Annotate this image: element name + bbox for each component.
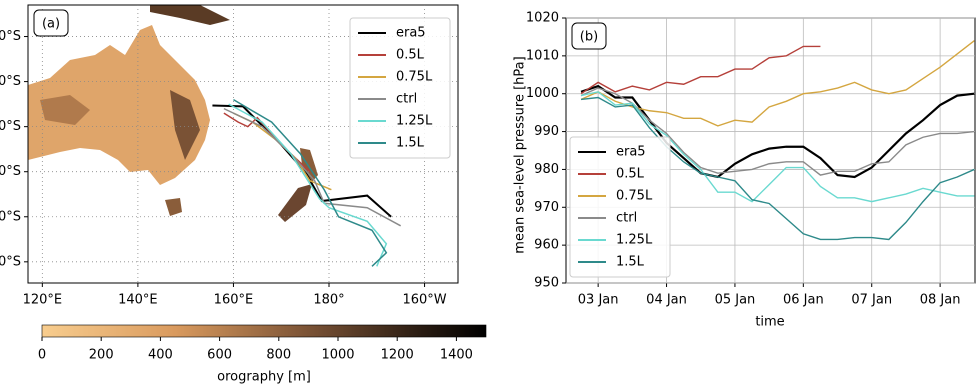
colorbar-tick-label: 200 bbox=[89, 348, 114, 363]
legend-label: 0.75L bbox=[616, 189, 653, 204]
y-tick-label: 1020 bbox=[526, 11, 559, 26]
figure: orography [m] mean sea-level pressure [h… bbox=[0, 0, 979, 384]
legend-label: 0.5L bbox=[396, 48, 425, 63]
y-tick-label: 1010 bbox=[526, 48, 559, 63]
y-tick-label: 1000 bbox=[526, 86, 559, 101]
legend-label: era5 bbox=[396, 26, 426, 41]
y-tick-label: 40°S bbox=[0, 164, 21, 179]
y-tick-label: 30°S bbox=[0, 119, 21, 134]
panel-label: (a) bbox=[42, 17, 60, 32]
legend-label: 1.25L bbox=[616, 233, 653, 248]
x-axis-label: time bbox=[755, 315, 784, 330]
y-tick-label: 990 bbox=[534, 124, 559, 139]
y-tick-label: 950 bbox=[534, 276, 559, 291]
colorbar-tick-label: 400 bbox=[148, 348, 173, 363]
x-tick-label: 07 Jan bbox=[851, 293, 892, 308]
legend-label: 1.5L bbox=[616, 255, 645, 270]
colorbar-label: orography [m] bbox=[217, 370, 311, 384]
y-tick-label: 20°S bbox=[0, 74, 21, 89]
x-tick-label: 160°E bbox=[214, 293, 254, 308]
y-tick-label: 960 bbox=[534, 238, 559, 253]
colorbar-tick-label: 800 bbox=[266, 348, 291, 363]
legend-label: ctrl bbox=[396, 92, 417, 107]
x-tick-label: 03 Jan bbox=[578, 293, 619, 308]
colorbar-tick-label: 600 bbox=[207, 348, 232, 363]
legend-label: ctrl bbox=[616, 211, 637, 226]
colorbar bbox=[42, 325, 486, 337]
legend-label: era5 bbox=[616, 145, 646, 160]
legend-label: 1.5L bbox=[396, 136, 425, 151]
x-tick-label: 160°W bbox=[402, 293, 446, 308]
x-tick-label: 180° bbox=[313, 293, 344, 308]
x-tick-label: 05 Jan bbox=[715, 293, 756, 308]
x-tick-label: 04 Jan bbox=[646, 293, 687, 308]
y-tick-label: 970 bbox=[534, 200, 559, 215]
y-tick-label: 10°S bbox=[0, 29, 21, 44]
y-tick-label: 50°S bbox=[0, 209, 21, 224]
land bbox=[28, 5, 318, 222]
colorbar-tick-label: 1000 bbox=[321, 348, 354, 363]
colorbar-tick-label: 1400 bbox=[440, 348, 473, 363]
x-tick-label: 140°E bbox=[118, 293, 158, 308]
y-tick-label: 60°S bbox=[0, 254, 21, 269]
legend-label: 0.75L bbox=[396, 70, 433, 85]
legend-label: 1.25L bbox=[396, 114, 433, 129]
colorbar-tick-label: 0 bbox=[38, 348, 46, 363]
panel-label: (b) bbox=[580, 30, 598, 45]
x-tick-label: 08 Jan bbox=[920, 293, 961, 308]
y-tick-label: 980 bbox=[534, 162, 559, 177]
colorbar-tick-label: 1200 bbox=[381, 348, 414, 363]
x-tick-label: 120°E bbox=[23, 293, 63, 308]
legend-label: 0.5L bbox=[616, 167, 645, 182]
x-tick-label: 06 Jan bbox=[783, 293, 824, 308]
series-line bbox=[581, 46, 820, 93]
